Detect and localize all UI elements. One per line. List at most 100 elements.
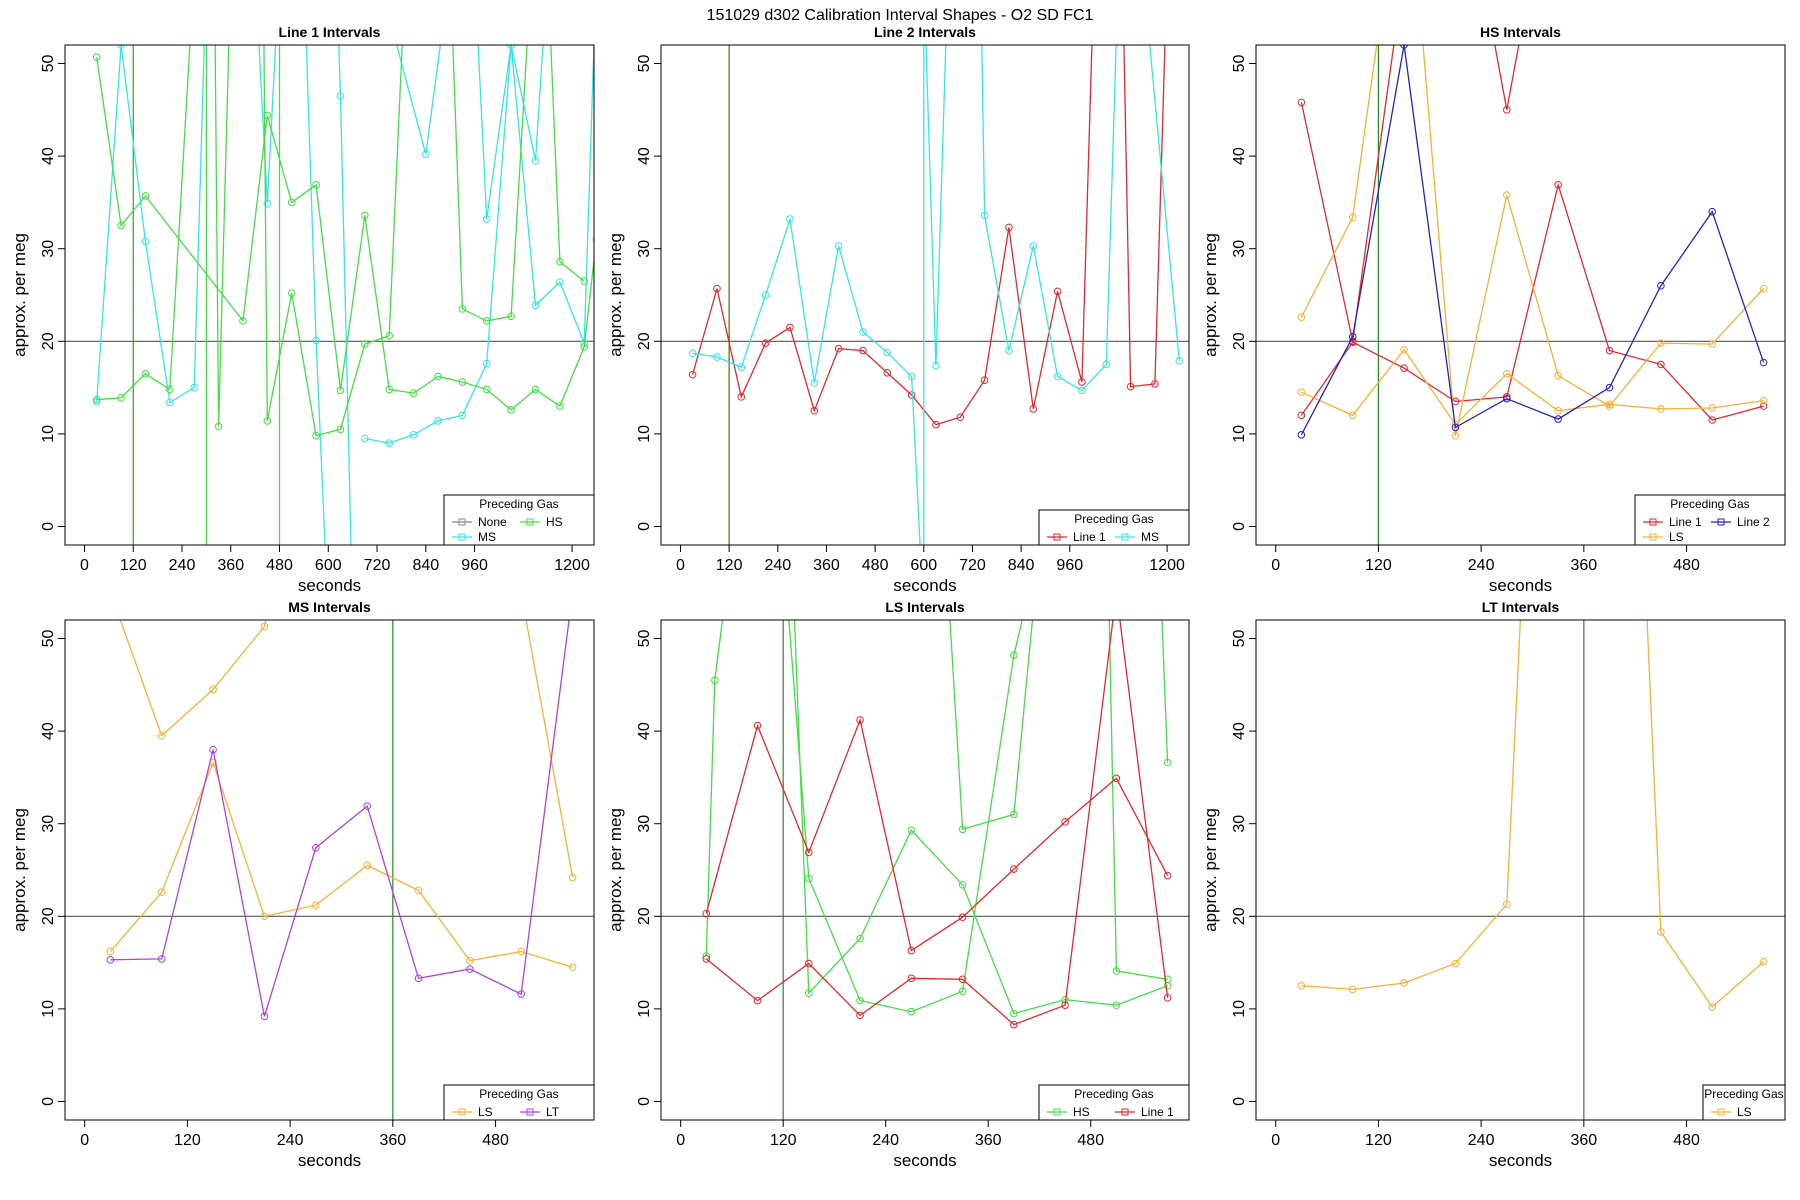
data-point: [1400, 979, 1408, 987]
data-point: [805, 848, 813, 857]
x-tick-label: 600: [910, 557, 937, 574]
data-point: [1503, 191, 1511, 199]
x-axis-label: seconds: [893, 576, 956, 595]
data-point: [1029, 242, 1038, 250]
plot-frame: [660, 619, 1190, 1121]
data-point: [482, 317, 491, 325]
series-line: [705, 620, 1169, 1015]
y-tick-label: 20: [1231, 907, 1248, 925]
data-point: [239, 317, 247, 325]
data-point: [1605, 383, 1614, 392]
y-tick-label: 30: [636, 815, 653, 833]
data-point: [907, 946, 916, 955]
y-tick-label: 40: [636, 147, 653, 165]
legend-label: LT: [546, 1105, 560, 1119]
y-tick-label: 50: [1231, 55, 1248, 73]
y-tick-label: 30: [1231, 815, 1248, 833]
data-point: [1151, 380, 1159, 388]
series-line: [1300, 45, 1765, 436]
data-point: [106, 947, 115, 956]
data-point: [1163, 993, 1172, 1002]
legend-title: Preceding Gas: [479, 497, 558, 511]
data-point: [834, 344, 843, 353]
data-point: [482, 385, 491, 394]
data-point: [907, 974, 916, 983]
data-point: [1061, 818, 1069, 826]
x-axis-label: seconds: [298, 1151, 361, 1170]
y-tick-label: 20: [636, 907, 653, 925]
data-point: [517, 990, 526, 998]
data-point: [1554, 406, 1562, 415]
data-point: [753, 996, 762, 1005]
legend-label: Line 1: [1669, 515, 1702, 529]
data-point: [1078, 378, 1086, 386]
data-point: [1348, 411, 1357, 420]
legend-marker: [458, 1108, 466, 1116]
x-tick-label: 120: [1365, 557, 1392, 574]
data-point: [166, 385, 174, 394]
data-point: [385, 385, 394, 394]
x-tick-label: 240: [1468, 1132, 1495, 1149]
data-point: [1708, 340, 1717, 348]
panel-title: Line 2 Intervals: [874, 24, 976, 40]
data-point: [907, 391, 916, 399]
data-point: [1503, 106, 1511, 114]
data-point: [1126, 382, 1135, 391]
legend-title: Preceding Gas: [1704, 1087, 1783, 1101]
data-point: [810, 406, 819, 415]
x-axis-label: seconds: [298, 576, 361, 595]
data-point: [458, 305, 467, 313]
y-axis-label: approx. per meg: [606, 808, 625, 932]
data-point: [907, 372, 916, 381]
data-point: [1297, 313, 1306, 322]
x-tick-label: 240: [872, 1132, 899, 1149]
data-point: [1010, 1020, 1018, 1029]
legend-box: [1702, 1084, 1786, 1121]
legend-marker: [1717, 1108, 1725, 1116]
data-point: [1112, 774, 1121, 783]
data-point: [1657, 339, 1665, 347]
data-point: [556, 257, 564, 266]
y-axis-label: approx. per meg: [10, 233, 29, 357]
x-tick-label: 120: [120, 557, 147, 574]
data-point: [1061, 1001, 1069, 1009]
plot-area: [65, 45, 594, 545]
y-tick-label: 10: [40, 425, 57, 443]
x-tick-label: 480: [1673, 1132, 1700, 1149]
legend-marker: [1053, 533, 1061, 541]
data-point: [1400, 364, 1408, 372]
data-point: [580, 343, 589, 351]
data-point: [409, 431, 418, 439]
data-point: [1053, 372, 1062, 381]
data-point: [260, 912, 269, 921]
y-tick-label: 10: [1231, 425, 1248, 443]
legend-marker: [458, 533, 466, 541]
data-point: [1078, 386, 1086, 395]
data-point: [788, 543, 795, 550]
panel: LS Intervals seconds approx. per meg 0 120 24…: [606, 543, 1190, 1170]
y-axis-label: approx. per meg: [1201, 808, 1220, 932]
data-point: [942, 543, 949, 550]
x-tick-label: 240: [1468, 557, 1495, 574]
y-axis-label: approx. per meg: [10, 808, 29, 932]
data-point: [1297, 411, 1306, 420]
x-tick-label: 360: [975, 1132, 1002, 1149]
data-point: [568, 873, 577, 882]
x-tick-label: 360: [813, 557, 840, 574]
series-line: [691, 45, 1166, 426]
data-point: [312, 431, 320, 440]
x-tick-label: 840: [1008, 557, 1035, 574]
data-point: [214, 422, 223, 431]
data-point: [932, 361, 940, 370]
data-point: [141, 237, 150, 246]
data-point: [1451, 431, 1460, 440]
data-point: [531, 301, 540, 309]
data-point: [107, 589, 114, 596]
data-point: [737, 363, 746, 372]
plot-area: [65, 589, 594, 1120]
data-point: [713, 353, 721, 361]
series-line: [1300, 45, 1764, 421]
y-tick-label: 40: [1231, 147, 1248, 165]
data-point: [883, 348, 892, 357]
